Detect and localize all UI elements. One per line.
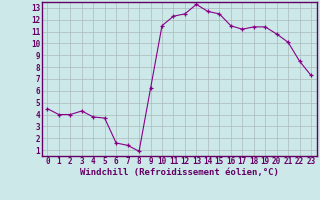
X-axis label: Windchill (Refroidissement éolien,°C): Windchill (Refroidissement éolien,°C) xyxy=(80,168,279,177)
